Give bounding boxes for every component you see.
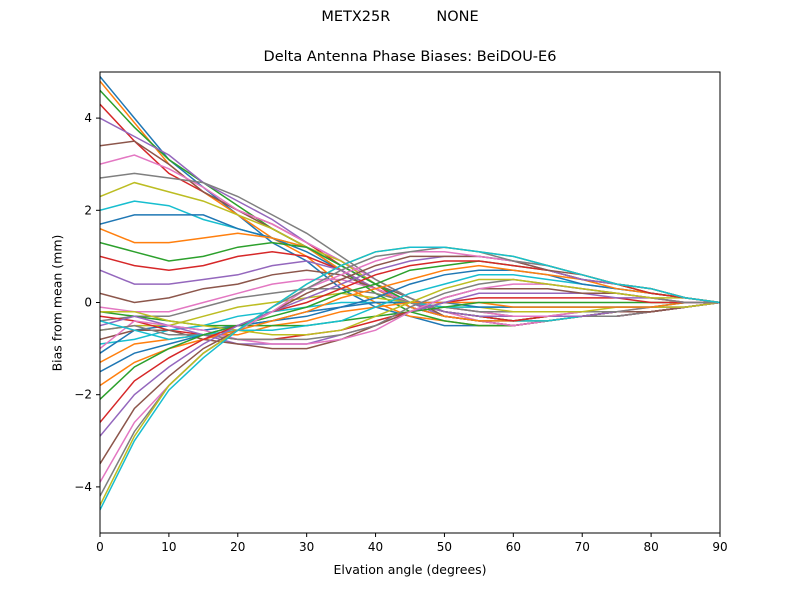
series-line [100,260,720,400]
y-tick-label: 4 [84,111,92,125]
series-line [100,278,720,336]
y-axis-label: Bias from mean (mm) [49,234,65,372]
x-tick-label: 90 [712,540,727,554]
y-tick-label: 2 [84,203,92,217]
x-tick-label: 50 [437,540,452,554]
y-tick-label: 0 [84,296,92,310]
series-layer [100,76,720,511]
x-tick-label: 10 [161,540,176,554]
chart-title: Delta Antenna Phase Biases: BeiDOU-E6 [263,49,557,65]
x-tick-label: 70 [575,540,590,554]
y-axis: −4 −2 0 2 4 [74,111,100,494]
x-tick-label: 80 [643,540,658,554]
figure-suptitle: METX25R NONE [321,9,479,25]
x-tick-label: 40 [368,540,383,554]
y-tick-label: −2 [74,388,92,402]
series-line [100,260,720,318]
x-axis: 0 10 20 30 40 50 60 70 80 90 [96,533,728,554]
x-axis-label: Elvation angle (degrees) [333,562,487,577]
series-line [100,172,720,322]
x-tick-label: 20 [230,540,245,554]
y-tick-label: −4 [74,480,92,494]
series-line [100,76,720,327]
series-line [100,246,720,511]
x-tick-label: 30 [299,540,314,554]
x-tick-label: 0 [96,540,104,554]
x-tick-label: 60 [506,540,521,554]
series-line [100,80,720,327]
